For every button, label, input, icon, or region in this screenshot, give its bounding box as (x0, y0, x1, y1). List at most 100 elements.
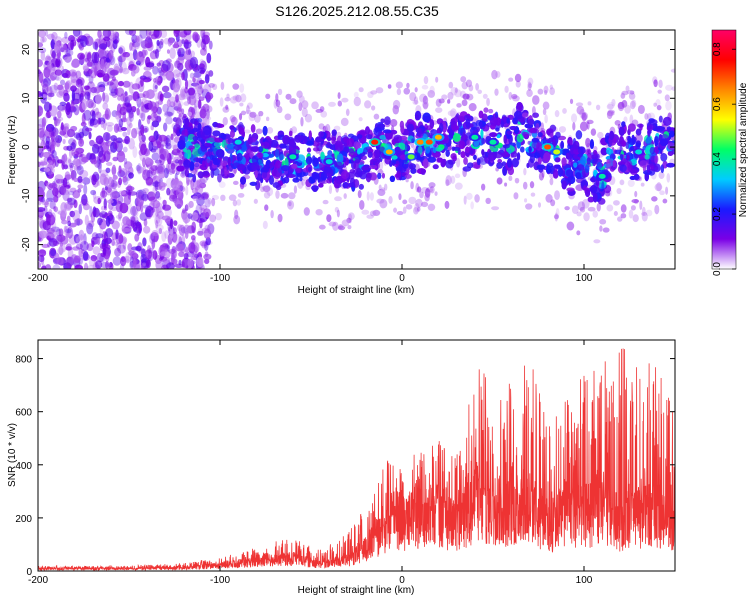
spectrogram-cell (102, 92, 110, 104)
spectrogram-cell (366, 172, 373, 179)
spectrogram-cell (38, 255, 45, 263)
spectrogram-cell (575, 102, 584, 107)
spectrogram-cell (543, 152, 551, 162)
spectrogram-cell (196, 179, 202, 189)
spectrogram-cell (270, 209, 274, 219)
spectrogram-cell (508, 148, 512, 155)
snr-ytick-label: 0 (26, 567, 32, 578)
spectrogram-cell (522, 131, 530, 139)
spectrogram-cell (156, 77, 162, 86)
spectrogram-cell (192, 168, 197, 175)
spectrogram-cell (495, 127, 500, 132)
snr-series-line (38, 348, 675, 571)
spectrogram-cell (126, 202, 133, 215)
spectrogram-cell (184, 204, 189, 212)
spectrogram-cell (494, 111, 499, 119)
spectrogram-cell (151, 145, 159, 151)
spectrogram-cell (550, 132, 554, 138)
spectrogram-cell (44, 201, 49, 208)
spectrogram-cell (306, 147, 312, 153)
spectrogram-cell (193, 157, 202, 162)
spectrogram-cell (322, 199, 329, 205)
spectrogram-cell (585, 137, 591, 148)
spectrogram-cell (111, 164, 117, 177)
spectrogram-cell (606, 204, 614, 212)
spectrogram-cell (53, 42, 61, 54)
spectrogram-cell (99, 242, 107, 249)
spectrogram-cell (179, 88, 184, 96)
spectrogram-cell (565, 169, 574, 177)
spectrogram-cell (104, 237, 112, 245)
spectrogram-cell (163, 37, 170, 45)
spectrogram-cell (639, 200, 643, 211)
spectrogram-cell (607, 110, 614, 117)
spectrogram-cell (173, 30, 180, 38)
spectrogram-cell (54, 135, 63, 144)
spectrogram-cell (170, 133, 174, 141)
spectrogram-cell (579, 206, 586, 213)
spectrogram-cell (101, 221, 107, 229)
spectrogram-cell (42, 264, 47, 269)
spectrogram-cell (83, 109, 92, 121)
spectrogram-cell (165, 142, 169, 149)
spectrogram-cell (201, 32, 206, 43)
spectrogram-cell (105, 122, 115, 127)
spectrogram-cell (549, 87, 555, 96)
spectrogram-cell (50, 57, 60, 68)
spectrogram-cell (54, 156, 60, 168)
spectrogram-cell (422, 100, 429, 109)
spectrogram-cell (515, 80, 521, 88)
spectrogram-cell (480, 128, 484, 139)
spectrogram-cell (183, 30, 192, 36)
spectrogram-cell (38, 211, 42, 218)
spectrogram-cell (545, 164, 550, 174)
spectrogram-cell (136, 166, 144, 174)
spectrogram-cell (347, 212, 355, 221)
spectrogram-cell (52, 240, 59, 247)
spectrogram-cell (658, 79, 663, 89)
spectrogram-cell (138, 223, 142, 234)
spectrogram-cell (465, 192, 473, 200)
spectrogram-cell (286, 200, 295, 210)
spectrogram-cell (144, 39, 154, 49)
spectrogram-cell (537, 202, 542, 208)
spectrogram-cell (340, 117, 349, 127)
spectrogram-cell (569, 98, 574, 105)
spectrogram-cell (193, 180, 201, 191)
spectrogram-cell (154, 92, 160, 101)
spectrogram-cell (43, 101, 51, 112)
spectrogram-cell (587, 196, 595, 203)
spectrogram-cell (203, 36, 209, 45)
spectrogram-cell (369, 158, 377, 165)
spectrogram-cell (579, 121, 588, 132)
spectrogram-cell (536, 164, 546, 170)
spectrogram-cell (260, 141, 270, 149)
spectrogram-cell (118, 234, 124, 244)
spectrogram-cell (142, 262, 146, 267)
spectrogram-cell (161, 59, 171, 72)
spectrogram-cell (189, 72, 195, 79)
spectrogram-cell (261, 152, 269, 158)
spectrogram-cell (136, 163, 142, 175)
spectrogram-cell (253, 198, 258, 204)
spectrogram-cell (644, 113, 649, 120)
spectrogram-cell (146, 76, 153, 81)
spectrogram-cell (192, 106, 200, 112)
spectrogram-cell (504, 182, 508, 187)
spectrogram-cell (235, 94, 242, 103)
spectrogram-cell (47, 33, 55, 40)
spectrogram-cell (448, 81, 454, 89)
spectrogram-cell (154, 48, 160, 59)
spectrogram-cell (290, 139, 295, 148)
spectrogram-cell (184, 168, 190, 178)
spectrogram-cell (193, 71, 202, 78)
spectrogram-cell (328, 173, 332, 183)
spectrogram-cell (138, 51, 143, 58)
spectrogram-cell (284, 113, 292, 121)
spectrogram-cell (506, 130, 513, 135)
spectrogram-cell (169, 218, 174, 230)
spectrogram-cell (483, 107, 489, 113)
spectrogram-cell (410, 181, 414, 190)
spectrogram-cell (511, 158, 519, 168)
